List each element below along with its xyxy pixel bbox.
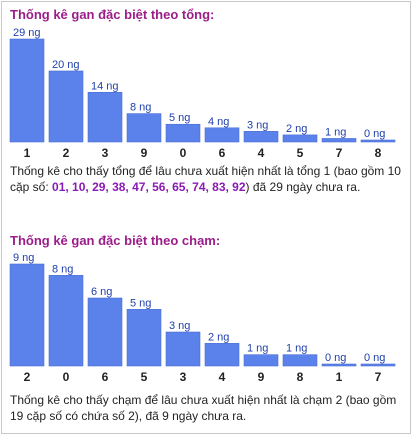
sum-value-label-0: 5 ng bbox=[169, 112, 190, 124]
touch-value-label-3: 3 ng bbox=[169, 320, 190, 332]
sum-category-label-0: 0 bbox=[180, 146, 187, 160]
sum-bar-2 bbox=[48, 70, 84, 143]
touch-category-label-4: 4 bbox=[219, 370, 226, 384]
touch-bar-5 bbox=[126, 309, 162, 367]
touch-chart-description: Thống kê cho thấy chạm để lâu chưa xuất … bbox=[10, 393, 397, 423]
sum-value-label-5: 2 ng bbox=[286, 123, 307, 135]
sum-chart-title: Thống kê gan đặc biệt theo tổng: bbox=[10, 7, 215, 22]
sum-value-label-8: 0 ng bbox=[364, 128, 385, 140]
sum-chart-description: Thống kê cho thấy tổng để lâu chưa xuất … bbox=[10, 163, 405, 195]
touch-value-label-7: 0 ng bbox=[364, 352, 385, 364]
touch-value-label-0: 8 ng bbox=[52, 263, 73, 275]
touch-category-label-3: 3 bbox=[180, 370, 187, 384]
touch-chart-title: Thống kê gan đặc biệt theo chạm: bbox=[10, 233, 221, 248]
touch-bar-1 bbox=[321, 363, 357, 367]
sum-bar-6 bbox=[204, 127, 240, 143]
touch-category-label-8: 8 bbox=[297, 370, 304, 384]
touch-bar-0 bbox=[48, 275, 84, 367]
sum-category-label-7: 7 bbox=[336, 146, 343, 160]
sum-bar-5 bbox=[282, 134, 318, 143]
sum-value-label-3: 14 ng bbox=[91, 80, 119, 92]
touch-bar-8 bbox=[282, 354, 318, 367]
sum-value-label-6: 4 ng bbox=[208, 116, 229, 128]
sum-value-label-1: 29 ng bbox=[13, 27, 41, 39]
touch-bar-3 bbox=[165, 331, 201, 367]
touch-category-label-6: 6 bbox=[102, 370, 109, 384]
sum-category-label-4: 4 bbox=[258, 146, 265, 160]
touch-bar-6 bbox=[87, 297, 123, 367]
touch-value-label-9: 1 ng bbox=[247, 343, 268, 355]
touch-category-label-0: 0 bbox=[63, 370, 70, 384]
sum-bar-7 bbox=[321, 138, 357, 143]
sum-bar-chart: 29 ng 1 20 ng 2 14 ng 3 8 ng 9 5 ng 0 4 ng 6 3 ng 4 2 … bbox=[9, 27, 396, 160]
sum-bar-8 bbox=[360, 139, 396, 143]
sum-category-label-2: 2 bbox=[63, 146, 70, 160]
touch-value-label-4: 2 ng bbox=[208, 331, 229, 343]
touch-value-label-1: 0 ng bbox=[325, 352, 346, 364]
touch-value-label-2: 9 ng bbox=[13, 252, 34, 264]
sum-category-label-3: 3 bbox=[102, 146, 109, 160]
sum-bar-3 bbox=[87, 91, 123, 143]
sum-bar-4 bbox=[243, 131, 279, 143]
sum-bar-1 bbox=[9, 38, 45, 143]
touch-bar-chart: 9 ng 2 8 ng 0 6 ng 6 5 ng 5 3 ng 3 2 ng 4 1 ng 9 1 ng 8… bbox=[9, 252, 396, 384]
sum-value-label-9: 8 ng bbox=[130, 102, 151, 114]
touch-value-label-8: 1 ng bbox=[286, 343, 307, 355]
touch-bar-7 bbox=[360, 363, 396, 367]
touch-category-label-7: 7 bbox=[375, 370, 382, 384]
touch-category-label-5: 5 bbox=[141, 370, 148, 384]
touch-category-label-9: 9 bbox=[258, 370, 265, 384]
sum-desc-before: Thống kê cho thấy tổng để lâu chưa xuất … bbox=[10, 164, 401, 194]
touch-value-label-5: 5 ng bbox=[130, 297, 151, 309]
sum-value-label-4: 3 ng bbox=[247, 119, 268, 131]
sum-category-label-9: 9 bbox=[141, 146, 148, 160]
sum-desc-after: ) đã 29 ngày chưa ra. bbox=[245, 180, 361, 194]
sum-category-label-1: 1 bbox=[24, 146, 31, 160]
sum-bar-0 bbox=[165, 123, 201, 143]
sum-value-label-7: 1 ng bbox=[325, 126, 346, 138]
sum-category-label-8: 8 bbox=[375, 146, 382, 160]
sum-bar-9 bbox=[126, 113, 162, 143]
touch-category-label-1: 1 bbox=[336, 370, 343, 384]
sum-desc-pairs: 01, 10, 29, 38, 47, 56, 65, 74, 83, 92 bbox=[52, 180, 246, 194]
sum-category-label-6: 6 bbox=[219, 146, 226, 160]
touch-bar-9 bbox=[243, 354, 279, 367]
touch-value-label-6: 6 ng bbox=[91, 286, 112, 298]
touch-bar-2 bbox=[9, 263, 45, 367]
touch-category-label-2: 2 bbox=[24, 370, 31, 384]
touch-bar-4 bbox=[204, 343, 240, 367]
sum-category-label-5: 5 bbox=[297, 146, 304, 160]
sum-value-label-2: 20 ng bbox=[52, 59, 80, 71]
